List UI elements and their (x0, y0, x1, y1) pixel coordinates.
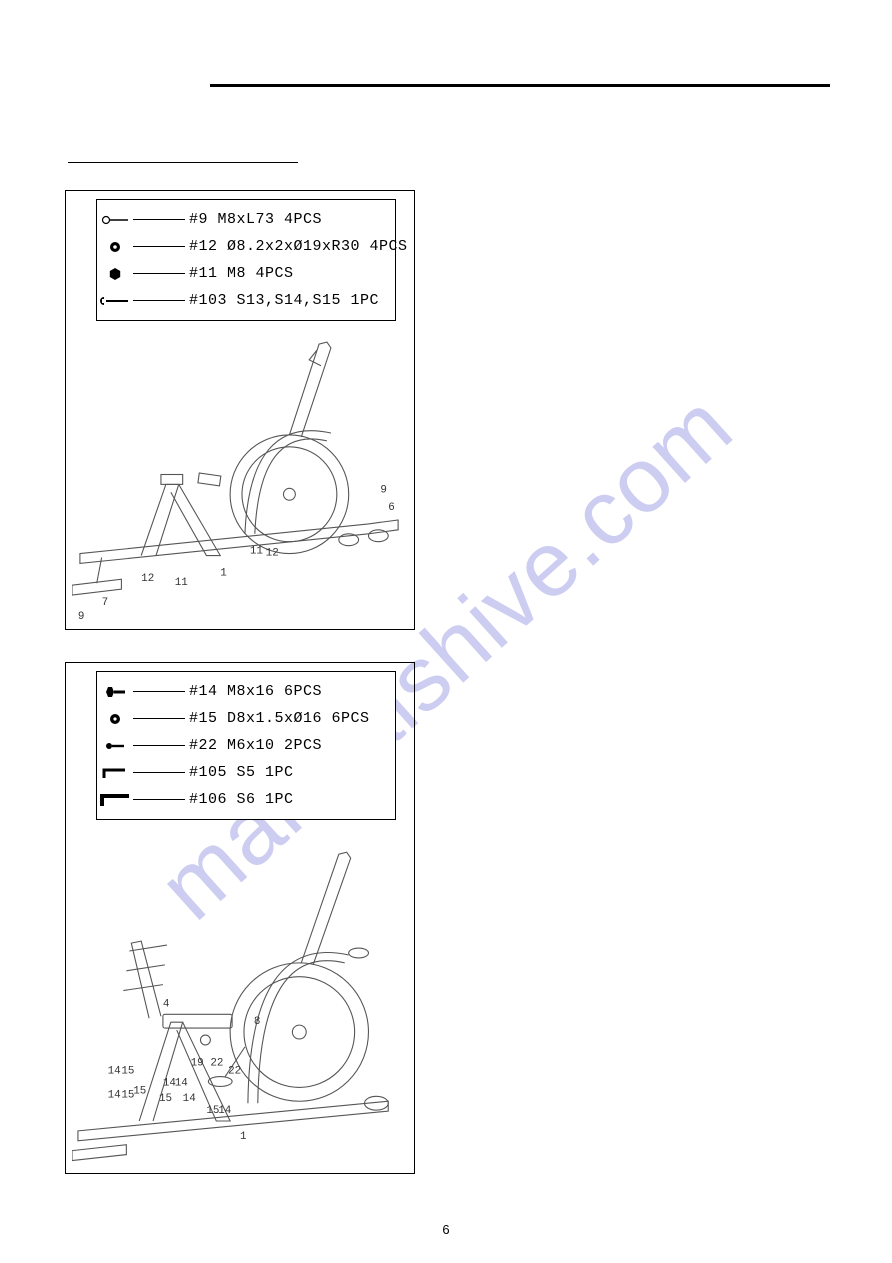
svg-text:15: 15 (121, 1066, 134, 1078)
svg-text:12: 12 (141, 573, 154, 585)
part-row: #106 S6 1PC (97, 786, 395, 813)
svg-text:1: 1 (240, 1131, 247, 1143)
part-row: #14 M8x16 6PCS (97, 678, 395, 705)
screw-icon (97, 741, 133, 751)
eyebolt-icon (97, 213, 133, 227)
part-label: #14 M8x16 6PCS (189, 683, 322, 700)
washer-icon (97, 240, 133, 254)
svg-text:14: 14 (175, 1077, 188, 1089)
leader-line (133, 718, 185, 719)
parts-legend-step-2: #14 M8x16 6PCS #15 D8x1.5xØ16 6PCS #22 M… (96, 671, 396, 820)
svg-text:1: 1 (220, 567, 227, 579)
svg-text:11: 11 (250, 546, 263, 558)
svg-text:14: 14 (218, 1105, 231, 1117)
leader-line (133, 691, 185, 692)
part-label: #103 S13,S14,S15 1PC (189, 292, 379, 309)
leader-line (133, 246, 185, 247)
svg-text:15: 15 (133, 1085, 146, 1097)
part-row: #11 M8 4PCS (97, 260, 395, 287)
leader-line (133, 745, 185, 746)
part-row: #15 D8x1.5xØ16 6PCS (97, 705, 395, 732)
washer-icon (97, 713, 133, 725)
part-row: #12 Ø8.2x2xØ19xR30 4PCS (97, 233, 395, 260)
figure-step-1: #9 M8xL73 4PCS #12 Ø8.2x2xØ19xR30 4PCS #… (65, 190, 415, 630)
hex-bolt-icon (97, 686, 133, 698)
part-label: #106 S6 1PC (189, 791, 294, 808)
parts-legend-step-1: #9 M8xL73 4PCS #12 Ø8.2x2xØ19xR30 4PCS #… (96, 199, 396, 321)
allen-key-large-icon (97, 792, 133, 808)
svg-text:11: 11 (175, 577, 188, 589)
assembly-diagram-step-1: 1 6 7 9 9 11 11 12 12 (72, 326, 408, 623)
svg-text:22: 22 (210, 1058, 223, 1070)
leader-line (133, 219, 185, 220)
assembly-diagram-step-2: 1 4 8 1415 15 1415 1414 15 14 1514 19 22… (72, 823, 408, 1167)
svg-text:14: 14 (183, 1093, 196, 1105)
svg-text:19: 19 (191, 1058, 204, 1070)
part-label: #105 S5 1PC (189, 764, 294, 781)
figure-step-2: #14 M8x16 6PCS #15 D8x1.5xØ16 6PCS #22 M… (65, 662, 415, 1174)
svg-text:15: 15 (121, 1089, 134, 1101)
leader-line (133, 300, 185, 301)
svg-text:12: 12 (266, 548, 279, 560)
part-row: #103 S13,S14,S15 1PC (97, 287, 395, 314)
part-label: #9 M8xL73 4PCS (189, 211, 322, 228)
part-label: #15 D8x1.5xØ16 6PCS (189, 710, 370, 727)
allen-key-small-icon (97, 766, 133, 780)
page-root: manualshive.com #9 M8xL73 4PCS #12 Ø8.2x… (0, 0, 892, 1263)
svg-text:8: 8 (254, 1016, 261, 1028)
part-label: #12 Ø8.2x2xØ19xR30 4PCS (189, 238, 408, 255)
svg-text:9: 9 (78, 611, 85, 623)
svg-text:14: 14 (108, 1066, 121, 1078)
svg-text:15: 15 (159, 1093, 172, 1105)
part-row: #105 S5 1PC (97, 759, 395, 786)
leader-line (133, 273, 185, 274)
svg-text:22: 22 (228, 1066, 241, 1078)
svg-text:14: 14 (108, 1089, 121, 1101)
subtitle-rule (68, 162, 298, 163)
title-rule (210, 84, 830, 87)
svg-text:4: 4 (163, 998, 170, 1010)
page-number: 6 (0, 1222, 892, 1237)
wrench-icon (97, 294, 133, 308)
svg-text:7: 7 (102, 597, 109, 609)
svg-text:9: 9 (380, 484, 387, 496)
nut-icon (97, 267, 133, 281)
leader-line (133, 772, 185, 773)
part-label: #22 M6x10 2PCS (189, 737, 322, 754)
leader-line (133, 799, 185, 800)
part-row: #22 M6x10 2PCS (97, 732, 395, 759)
svg-text:6: 6 (388, 502, 395, 514)
part-label: #11 M8 4PCS (189, 265, 294, 282)
part-row: #9 M8xL73 4PCS (97, 206, 395, 233)
